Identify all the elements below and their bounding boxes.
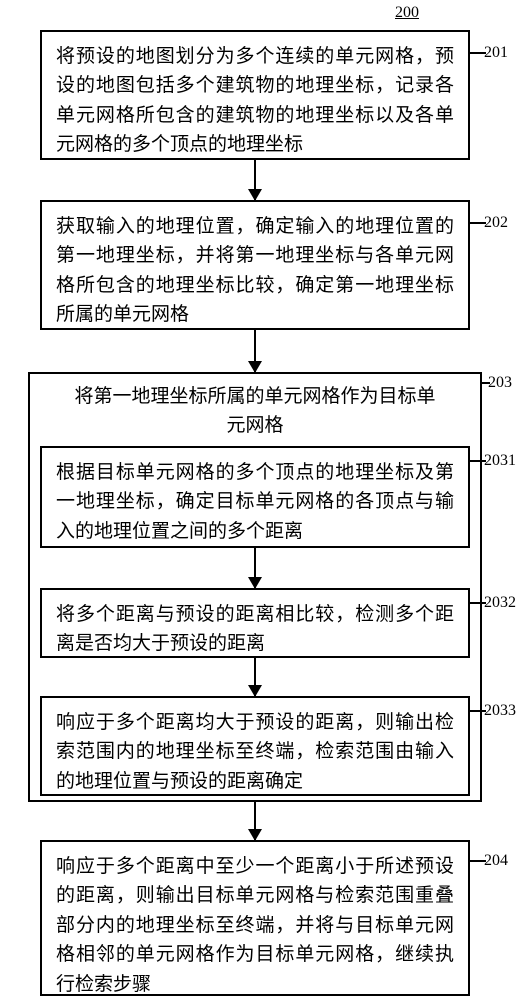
leader-2033	[470, 710, 486, 712]
flowchart-canvas: 200 将预设的地图划分为多个连续的单元网格，预设的地图包括多个建筑物的地理坐标…	[0, 0, 528, 1000]
step-203-number: 203	[488, 374, 512, 392]
arrow-201-202	[254, 160, 256, 200]
step-203-title: 将第一地理坐标所属的单元网格作为目标单元网格	[60, 382, 450, 442]
leader-2032	[470, 602, 486, 604]
step-2032: 将多个距离与预设的距离相比较，检测多个距离是否均大于预设的距离	[40, 588, 470, 658]
step-2033: 响应于多个距离均大于预设的距离，则输出检索范围内的地理坐标至终端，检索范围由输入…	[40, 696, 470, 796]
step-2033-number: 2033	[484, 702, 516, 720]
step-2031-number: 2031	[484, 452, 516, 470]
step-202: 获取输入的地理位置，确定输入的地理位置的第一地理坐标，并将第一地理坐标与各单元网…	[40, 200, 470, 330]
leader-203	[482, 382, 490, 384]
step-204-number: 204	[484, 852, 508, 870]
leader-201	[470, 52, 486, 54]
step-201: 将预设的地图划分为多个连续的单元网格，预设的地图包括多个建筑物的地理坐标，记录各…	[40, 30, 470, 160]
arrow-203-204	[254, 802, 256, 840]
arrow-2031-2032	[254, 548, 256, 588]
step-202-number: 202	[484, 214, 508, 232]
step-2032-number: 2032	[484, 594, 516, 612]
step-2031: 根据目标单元网格的多个顶点的地理坐标及第一地理坐标，确定目标单元网格的各顶点与输…	[40, 446, 470, 548]
figure-id-label: 200	[395, 4, 419, 22]
step-201-number: 201	[484, 44, 508, 62]
leader-2031	[470, 460, 486, 462]
step-204: 响应于多个距离中至少一个距离小于所述预设的距离，则输出目标单元网格与检索范围重叠…	[40, 840, 470, 996]
arrow-2032-2033	[254, 658, 256, 696]
arrow-202-203	[254, 330, 256, 372]
leader-202	[470, 222, 486, 224]
leader-204	[470, 860, 486, 862]
